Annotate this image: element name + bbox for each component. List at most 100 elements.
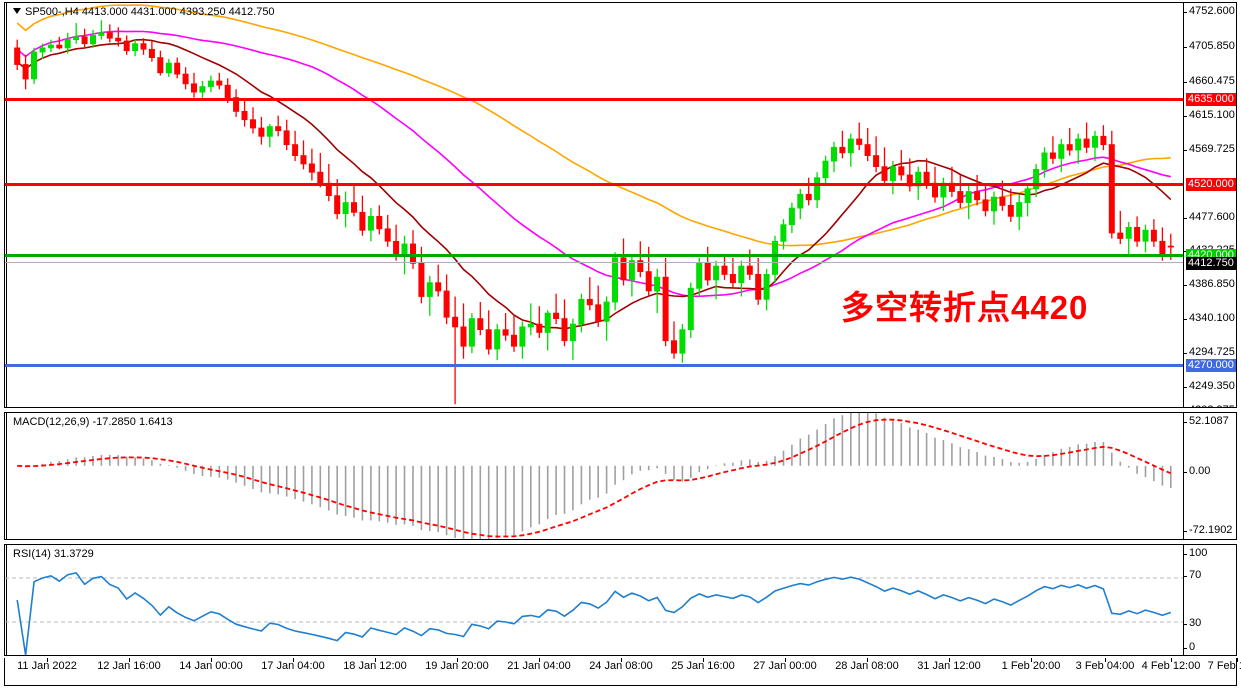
time-axis-label: 11 Jan 2022 bbox=[17, 660, 77, 672]
macd-indicator-panel[interactable]: MACD(12,26,9) -17.2850 1.6413 52.1087 0.0… bbox=[4, 412, 1237, 540]
time-axis-tick bbox=[539, 658, 540, 662]
tick-mark bbox=[1184, 218, 1187, 219]
tick-mark bbox=[1184, 624, 1187, 625]
price-axis[interactable]: 4752.600 4705.850 4660.475 4615.100 4569.725… bbox=[1183, 3, 1236, 407]
current-price-label[interactable]: 4412.750 bbox=[1186, 257, 1236, 270]
tick-mark bbox=[1184, 531, 1187, 532]
tick-mark bbox=[1184, 648, 1187, 649]
rsi-indicator-panel[interactable]: RSI(14) 31.3729 100 70 30 0 bbox=[4, 544, 1237, 656]
panel-edge-rule bbox=[6, 3, 9, 407]
time-axis-label: 19 Jan 20:00 bbox=[425, 660, 489, 672]
time-axis-tick bbox=[949, 658, 950, 662]
time-axis-tick bbox=[1171, 658, 1172, 662]
time-axis-label: 1 Feb 20:00 bbox=[1001, 660, 1061, 672]
price-axis-label: 4615.100 bbox=[1189, 109, 1235, 121]
price-axis-label: 4203.975 bbox=[1189, 405, 1235, 408]
chart-annotation-text: 多空转折点4420 bbox=[841, 289, 1089, 326]
price-axis-label: 4340.100 bbox=[1189, 312, 1235, 324]
time-axis-tick bbox=[129, 658, 130, 662]
level-line-current[interactable] bbox=[5, 262, 1184, 263]
macd-series bbox=[17, 413, 1172, 539]
time-axis-tick bbox=[47, 658, 48, 662]
rsi-plot-area[interactable] bbox=[5, 545, 1184, 655]
tick-mark bbox=[1184, 251, 1187, 252]
price-axis-label: 4752.600 bbox=[1189, 5, 1235, 17]
candlestick-series bbox=[14, 4, 1174, 405]
time-axis-tick bbox=[375, 658, 376, 662]
tick-mark bbox=[1184, 47, 1187, 48]
price-axis-label: 4386.850 bbox=[1189, 278, 1235, 290]
rsi-series bbox=[5, 572, 1184, 655]
price-axis-label: 4249.350 bbox=[1189, 380, 1235, 392]
time-axis-label: 21 Jan 04:00 bbox=[507, 660, 571, 672]
time-axis-tick bbox=[621, 658, 622, 662]
tick-mark bbox=[1184, 285, 1187, 286]
resistance-4635-label[interactable]: 4635.000 bbox=[1186, 93, 1236, 106]
symbol-header: SP500-,H4 4413.000 4431.000 4393.250 441… bbox=[13, 6, 275, 18]
tick-mark bbox=[1184, 82, 1187, 83]
time-axis-label: 25 Jan 16:00 bbox=[671, 660, 735, 672]
tick-mark bbox=[1184, 319, 1187, 320]
time-axis-label: 18 Jan 12:00 bbox=[343, 660, 407, 672]
macd-plot-area[interactable] bbox=[5, 413, 1184, 539]
time-axis-label: 12 Jan 16:00 bbox=[97, 660, 161, 672]
rsi-axis-label: 70 bbox=[1189, 569, 1202, 581]
macd-axis-label: 52.1087 bbox=[1189, 415, 1229, 427]
time-axis-label: 7 Feb 16:00 bbox=[1207, 660, 1241, 672]
rsi-axis-label: 0 bbox=[1189, 641, 1196, 653]
tick-mark bbox=[1184, 116, 1187, 117]
time-axis-label: 17 Jan 04:00 bbox=[261, 660, 325, 672]
tick-mark bbox=[1184, 422, 1187, 423]
macd-header: MACD(12,26,9) -17.2850 1.6413 bbox=[13, 416, 173, 428]
tick-mark bbox=[1184, 150, 1187, 151]
time-axis-tick bbox=[211, 658, 212, 662]
resistance-4520-label[interactable]: 4520.000 bbox=[1186, 178, 1236, 191]
time-axis-label: 3 Feb 04:00 bbox=[1075, 660, 1135, 672]
support-4270-label[interactable]: 4270.000 bbox=[1186, 359, 1236, 372]
price-chart-panel[interactable]: SP500-,H4 4413.000 4431.000 4393.250 441… bbox=[4, 2, 1237, 408]
time-axis-label: 31 Jan 12:00 bbox=[917, 660, 981, 672]
level-line-4270[interactable] bbox=[5, 364, 1184, 367]
triangle-down-icon[interactable] bbox=[13, 8, 21, 15]
time-axis[interactable]: 11 Jan 2022 12 Jan 16:00 14 Jan 00:00 17 Ja… bbox=[4, 658, 1241, 686]
time-axis-tick bbox=[1237, 658, 1238, 662]
rsi-axis: 100 70 30 0 bbox=[1183, 545, 1236, 655]
time-axis-label: 28 Jan 08:00 bbox=[835, 660, 899, 672]
time-axis-label: 4 Feb 12:00 bbox=[1141, 660, 1201, 672]
rsi-header: RSI(14) 31.3729 bbox=[13, 548, 94, 560]
tick-mark bbox=[1184, 353, 1187, 354]
time-axis-tick bbox=[1105, 658, 1106, 662]
price-axis-label: 4705.850 bbox=[1189, 40, 1235, 52]
tick-mark bbox=[1184, 554, 1187, 555]
tick-mark bbox=[1184, 576, 1187, 577]
symbol-header-text: SP500-,H4 4413.000 4431.000 4393.250 441… bbox=[25, 6, 275, 18]
time-axis-label: 27 Jan 00:00 bbox=[753, 660, 817, 672]
panel-edge-rule bbox=[6, 545, 9, 655]
price-plot-area[interactable] bbox=[5, 3, 1184, 407]
time-axis-tick bbox=[293, 658, 294, 662]
macd-axis-label: 0.00 bbox=[1189, 465, 1211, 477]
price-axis-label: 4294.725 bbox=[1189, 346, 1235, 358]
level-line-4635[interactable] bbox=[5, 98, 1184, 101]
level-line-4520[interactable] bbox=[5, 183, 1184, 186]
macd-axis: 52.1087 0.00 -72.1902 bbox=[1183, 413, 1236, 539]
time-axis-tick bbox=[703, 658, 704, 662]
tick-mark bbox=[1184, 12, 1187, 13]
price-axis-label: 4569.725 bbox=[1189, 143, 1235, 155]
price-axis-label: 4660.475 bbox=[1189, 75, 1235, 87]
level-line-4420[interactable] bbox=[5, 254, 1184, 257]
panel-edge-rule bbox=[6, 413, 9, 539]
time-axis-tick bbox=[1031, 658, 1032, 662]
time-axis-tick bbox=[867, 658, 868, 662]
rsi-axis-label: 30 bbox=[1189, 617, 1202, 629]
price-axis-label: 4477.600 bbox=[1189, 211, 1235, 223]
macd-axis-label: -72.1902 bbox=[1189, 524, 1233, 536]
time-axis-label: 14 Jan 00:00 bbox=[179, 660, 243, 672]
time-axis-tick bbox=[785, 658, 786, 662]
tick-mark bbox=[1184, 472, 1187, 473]
time-axis-tick bbox=[457, 658, 458, 662]
time-axis-label: 24 Jan 08:00 bbox=[589, 660, 653, 672]
tick-mark bbox=[1184, 387, 1187, 388]
rsi-axis-label: 100 bbox=[1189, 547, 1208, 559]
